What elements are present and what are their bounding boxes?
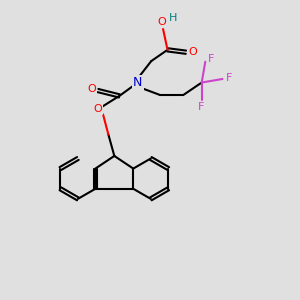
Text: H: H	[168, 13, 177, 23]
Text: F: F	[226, 74, 232, 83]
Text: O: O	[87, 84, 96, 94]
Text: F: F	[207, 54, 214, 64]
Text: F: F	[198, 102, 204, 112]
Text: N: N	[133, 76, 142, 89]
Text: O: O	[188, 47, 197, 57]
Text: O: O	[157, 17, 166, 28]
Text: O: O	[94, 104, 102, 114]
